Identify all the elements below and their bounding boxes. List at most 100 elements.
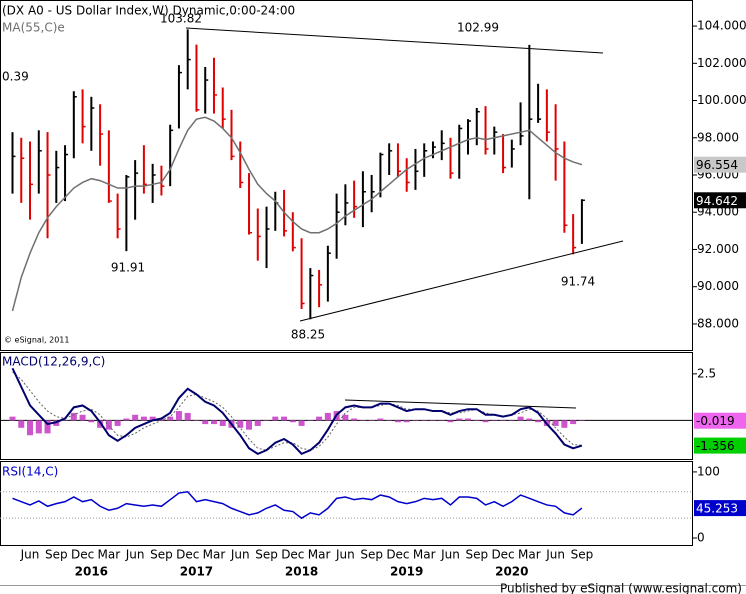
x-tick-label: Dec <box>71 548 94 562</box>
footer: Published by eSignal (www.esignal.com) <box>500 582 742 594</box>
annotation: 0.39 <box>2 70 29 84</box>
y-tick-label: 100 <box>697 464 720 478</box>
histogram-bar <box>167 416 174 421</box>
histogram-bar <box>105 420 112 430</box>
histogram-bar <box>35 420 42 434</box>
low-annotation: 91.74 <box>561 275 595 289</box>
histogram-bar <box>62 420 69 421</box>
histogram-bar <box>79 414 86 421</box>
y-tick-label: 102.000 <box>697 56 746 70</box>
x-tick-label: Sep <box>571 548 594 562</box>
histogram-bar <box>202 420 209 425</box>
histogram-bar <box>246 420 253 430</box>
year-label: 2019 <box>390 565 423 579</box>
x-tick-label: Sep <box>150 548 173 562</box>
histogram-bar <box>342 414 349 421</box>
histogram-bar <box>263 420 270 421</box>
rsi-line <box>12 490 583 520</box>
rsi-title: RSI(14,C) <box>2 465 58 479</box>
year-label: 2018 <box>285 565 318 579</box>
x-tick-label: Sep <box>465 548 488 562</box>
price-panel <box>0 0 693 351</box>
histogram-bar <box>500 420 507 421</box>
histogram-bar <box>97 420 104 428</box>
x-tick-label: Jun <box>440 548 460 562</box>
histogram-bar <box>193 420 200 421</box>
year-label: 2017 <box>180 565 213 579</box>
histogram-bar <box>473 420 480 421</box>
histogram-bar <box>132 414 139 421</box>
y-tick-label: 92.000 <box>697 242 739 256</box>
last-value-box <box>694 412 746 429</box>
x-tick-label: Mar <box>308 548 331 562</box>
high-annotation: 103.82 <box>160 12 202 26</box>
y-tick-label: 100.000 <box>697 93 746 107</box>
last-value-label: -1.356 <box>696 439 735 453</box>
histogram-bar <box>368 420 375 421</box>
histogram-bar <box>281 416 288 421</box>
last-value-label: 45.253 <box>696 502 738 516</box>
x-tick-label: Dec <box>386 548 409 562</box>
x-tick-label: Dec <box>491 548 514 562</box>
chart-title: (DX A0 - US Dollar Index,W) Dynamic,0:00… <box>2 4 295 18</box>
y-tick-label: 0 <box>697 530 705 544</box>
x-tick-label: Mar <box>98 548 121 562</box>
histogram-bar <box>465 418 472 421</box>
high-annotation: 102.99 <box>457 21 499 35</box>
x-tick-label: Mar <box>203 548 226 562</box>
x-tick-label: Jun <box>335 548 355 562</box>
histogram-bar <box>272 416 279 421</box>
histogram-bar <box>324 412 331 421</box>
histogram-bar <box>298 420 305 426</box>
x-tick-label: Dec <box>281 548 304 562</box>
histogram-bar <box>44 420 51 434</box>
x-tick-label: Jun <box>20 548 40 562</box>
histogram-bar <box>210 420 217 425</box>
low-annotation: 88.25 <box>291 328 325 342</box>
histogram-bar <box>447 420 454 423</box>
rsi-panel <box>0 461 693 546</box>
histogram-bar <box>561 420 568 428</box>
y-tick-label: 104.000 <box>697 19 746 33</box>
histogram-bar <box>552 420 559 426</box>
histogram-bar <box>237 420 244 428</box>
y-tick-label: 90.000 <box>697 279 739 293</box>
histogram-bar <box>570 420 577 425</box>
histogram-bar <box>114 420 121 426</box>
resistance-trendline <box>185 27 604 54</box>
macd-trendline <box>344 399 577 409</box>
histogram-bar <box>421 420 428 421</box>
histogram-bar <box>9 416 16 421</box>
support-trendline <box>299 240 624 322</box>
histogram-bar <box>429 420 436 421</box>
histogram-bar <box>412 420 419 421</box>
histogram-bar <box>456 418 463 421</box>
macd-line <box>11 367 583 456</box>
x-tick-label: Mar <box>413 548 436 562</box>
y-tick-label: 98.000 <box>697 130 739 144</box>
last-value-label: 94.642 <box>696 194 738 208</box>
year-label: 2020 <box>495 565 528 579</box>
last-value-box <box>694 500 746 517</box>
histogram-bar <box>359 420 366 421</box>
last-value-label: -0.019 <box>696 414 735 428</box>
histogram-bar <box>140 416 147 421</box>
histogram-bar <box>491 420 498 421</box>
histogram-bar <box>438 420 445 421</box>
low-annotation: 91.91 <box>111 261 145 275</box>
histogram-bar <box>88 420 95 423</box>
histogram-bar <box>175 411 182 421</box>
histogram-bar <box>149 416 156 421</box>
last-value-box <box>694 156 746 173</box>
histogram-bar <box>27 420 34 436</box>
histogram-bar <box>351 418 358 421</box>
histogram-bar <box>123 418 130 421</box>
y-tick-label: 2.5 <box>697 366 716 380</box>
histogram-bar <box>578 420 585 421</box>
x-tick-label: Jun <box>125 548 145 562</box>
histogram-bar <box>18 420 25 428</box>
histogram-bar <box>508 420 515 421</box>
macd-title: MACD(12,26,9,C) <box>2 355 105 369</box>
x-tick-label: Sep <box>45 548 68 562</box>
